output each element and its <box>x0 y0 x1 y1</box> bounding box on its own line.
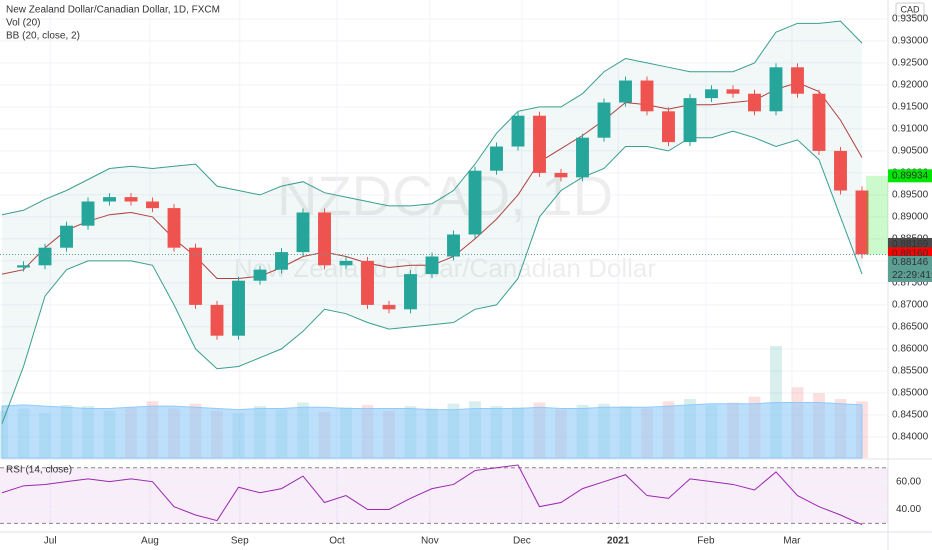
candle <box>490 146 503 171</box>
legend-item: Vol (20) <box>6 18 40 29</box>
candle <box>17 265 30 268</box>
rsi-tick-label: 40.00 <box>896 504 921 515</box>
candle <box>124 197 138 202</box>
x-tick-label: Jul <box>44 536 57 547</box>
candle <box>253 269 267 281</box>
candle <box>619 80 632 103</box>
candle <box>38 247 52 266</box>
price-label: 0.88146 <box>892 257 929 268</box>
rsi-tick-label: 60.00 <box>896 476 921 487</box>
candle <box>533 115 546 173</box>
legend-item: BB (20, close, 2) <box>6 31 80 42</box>
watermark-sub: New Zealand Dollar/Canadian Dollar <box>234 253 656 283</box>
price-label-box <box>888 169 932 183</box>
rsi-band <box>0 467 888 524</box>
candle <box>705 89 718 99</box>
y-tick-label: 0.93500 <box>892 14 929 25</box>
target-zone <box>865 175 888 255</box>
x-tick-label: Oct <box>329 536 345 547</box>
candle <box>468 170 482 235</box>
candle <box>146 201 159 209</box>
candle <box>60 225 73 248</box>
y-tick-label: 0.89000 <box>892 212 929 223</box>
candle <box>404 274 417 310</box>
y-tick-label: 0.87500 <box>892 278 929 289</box>
chart-title: New Zealand Dollar/Canadian Dollar, 1D, … <box>6 5 220 16</box>
candle <box>855 190 869 255</box>
candle <box>339 260 353 266</box>
candle <box>683 98 697 143</box>
countdown: 22:29:41 <box>892 270 931 281</box>
currency-box[interactable] <box>895 2 925 17</box>
y-tick-label: 0.90500 <box>892 146 929 157</box>
y-tick-label: 0.86000 <box>892 344 929 355</box>
volume-bar <box>770 345 782 458</box>
rsi-legend: RSI (14, close) <box>6 465 72 476</box>
candle <box>748 93 761 112</box>
price-label-box <box>888 255 932 282</box>
candle <box>791 67 804 94</box>
candle <box>232 280 245 336</box>
volume-ma-area <box>1 402 863 459</box>
price-label: 0.89934 <box>892 170 929 181</box>
y-tick-label: 0.93000 <box>892 36 929 47</box>
y-tick-label: 0.84500 <box>892 410 929 421</box>
candle <box>662 111 675 143</box>
candle <box>726 89 740 94</box>
bb-upper <box>1 20 863 216</box>
candle <box>103 197 116 202</box>
candle <box>511 115 525 147</box>
y-tick-label: 0.92500 <box>892 58 929 69</box>
candle <box>210 304 224 336</box>
candle <box>640 80 654 112</box>
price-label: 0.88169 <box>892 239 929 250</box>
candle <box>167 208 181 248</box>
candle <box>318 212 331 266</box>
bb-lower <box>1 130 863 424</box>
candle <box>834 150 847 191</box>
candle <box>554 172 568 178</box>
x-tick-label: 2021 <box>607 536 630 547</box>
candle <box>447 234 460 257</box>
candle <box>576 137 589 178</box>
candle <box>81 201 95 226</box>
candle <box>597 102 611 138</box>
candle <box>361 260 374 305</box>
currency: CAD <box>900 4 920 14</box>
x-tick-label: Nov <box>421 536 439 547</box>
candle <box>275 252 288 270</box>
y-tick-label: 0.91500 <box>892 102 929 113</box>
candle <box>812 93 826 151</box>
y-tick-label: 0.86500 <box>892 322 929 333</box>
y-tick-label: 0.91000 <box>892 124 929 135</box>
x-tick-label: Sep <box>231 536 249 547</box>
candle <box>296 212 310 253</box>
candle <box>189 247 202 305</box>
candle <box>425 256 439 275</box>
candle <box>769 67 783 112</box>
x-tick-label: Dec <box>513 536 531 547</box>
y-tick-label: 0.84000 <box>892 432 929 443</box>
price-label: 0.88160 <box>892 248 929 259</box>
x-tick-label: Aug <box>141 536 159 547</box>
y-tick-label: 0.85000 <box>892 388 929 399</box>
y-tick-label: 0.87000 <box>892 300 929 311</box>
y-tick-label: 0.92000 <box>892 80 929 91</box>
x-tick-label: Feb <box>697 536 715 547</box>
rsi-line <box>1 464 863 526</box>
candle <box>382 304 396 310</box>
x-tick-label: Mar <box>783 536 801 547</box>
y-tick-label: 0.85500 <box>892 366 929 377</box>
y-tick-label: 0.89500 <box>892 190 929 201</box>
